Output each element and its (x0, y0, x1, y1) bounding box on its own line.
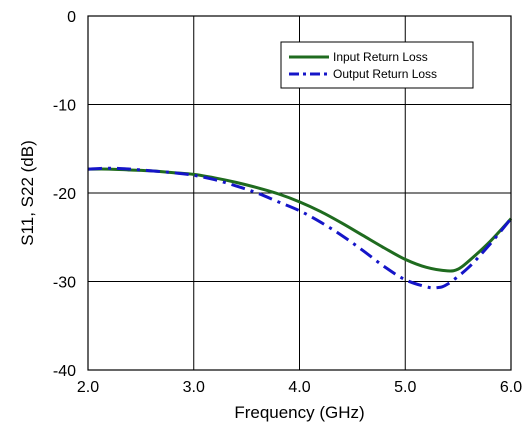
legend: Input Return Loss Output Return Loss (280, 41, 474, 89)
series-line-2 (87, 166, 513, 290)
x-tick-label: 4.0 (288, 379, 310, 396)
y-tick-label: -20 (53, 186, 76, 203)
x-tick-label: 2.0 (77, 379, 99, 396)
y-tick-label: -10 (53, 98, 76, 115)
series-line-1 (87, 167, 513, 273)
legend-label: Input Return Loss (333, 50, 428, 64)
y-tick-label: 0 (67, 9, 76, 26)
legend-label: Output Return Loss (333, 67, 437, 81)
x-tick-label: 3.0 (183, 379, 205, 396)
x-tick-label: 5.0 (394, 379, 416, 396)
legend-box (280, 41, 474, 89)
x-axis-title: Frequency (GHz) (234, 403, 364, 422)
y-axis-title: S11, S22 (dB) (18, 140, 37, 246)
y-tick-label: -40 (53, 363, 76, 380)
plot-frame (87, 15, 512, 371)
y-tick-label: -30 (53, 275, 76, 292)
x-tick-label: 6.0 (500, 379, 522, 396)
series-lines (87, 166, 513, 290)
tick-labels: 2.0 3.0 4.0 5.0 6.0 0 -10 -20 -30 -40 (53, 9, 522, 396)
